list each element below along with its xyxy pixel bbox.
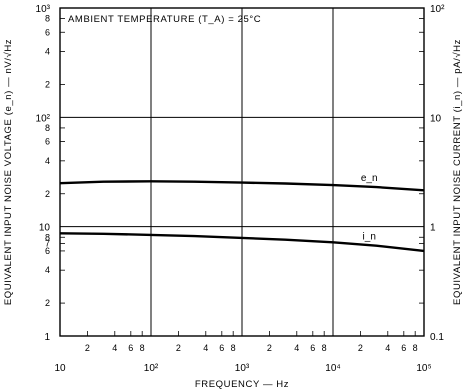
y-axis-label: EQUIVALENT INPUT NOISE VOLTAGE (e_n) — n… [3,39,14,305]
x-minor-tick-label: 4 [294,343,299,353]
x-major-tick-label: 10³ [235,363,250,374]
x-minor-tick-label: 4 [112,343,117,353]
y-major-tick-label: 10² [36,113,51,124]
y-minor-tick-label: 2 [45,189,50,199]
y2-major-tick-label: 10 [430,113,442,124]
x-minor-tick-label: 8 [231,343,236,353]
y-major-tick-label: 10³ [36,4,51,15]
x-major-tick-label: 10 [54,363,66,374]
x-major-tick-label: 10⁴ [325,363,340,374]
x-minor-tick-label: 8 [322,343,327,353]
x-minor-tick-label: 2 [267,343,272,353]
x-minor-tick-label: 8 [413,343,418,353]
y-minor-tick-label: 8 [45,123,50,133]
y-minor-tick-label: 7 [45,239,50,249]
y-minor-tick-label: 6 [45,137,50,147]
plot-frame [59,7,425,337]
grid-lines [60,8,424,336]
y-minor-tick-label: 4 [45,47,50,57]
x-minor-tick-label: 6 [128,343,133,353]
x-major-tick-label: 10⁵ [416,363,431,374]
x-minor-tick-label: 8 [140,343,145,353]
x-minor-tick-label: 2 [176,343,181,353]
y2-major-tick-label: 10² [430,4,445,15]
y-minor-tick-label: 6 [45,27,50,37]
series-lines: e_n i_n [59,173,425,253]
y-minor-tick-label: 4 [45,156,50,166]
x-minor-tick-label: 6 [401,343,406,353]
y2-major-tick-label: 1 [430,223,436,234]
y-major-tick-label: 10 [39,223,51,234]
y-minor-tick-label: 2 [45,79,50,89]
x-minor-tick-label: 6 [310,343,315,353]
y-minor-tick-label: 4 [45,265,50,275]
y-minor-tick-label: 2 [45,298,50,308]
y2-axis-label: EQUIVALENT INPUT NOISE CURRENT (i_n) — p… [452,39,463,305]
x-minor-tick-label: 4 [385,343,390,353]
x-axis-label: FREQUENCY — Hz [195,379,289,390]
series-label-1: i_n [363,232,376,243]
chart-title: AMBIENT TEMPERATURE (T_A) = 25°C [68,14,261,25]
series-line-1 [59,232,425,253]
y-minor-tick-label: 8 [45,232,50,242]
y2-major-tick-label: 0.1 [430,332,444,343]
x-major-tick-label: 10² [144,363,159,374]
series-label-0: e_n [361,173,378,184]
y-major-tick-label: 1 [44,332,50,343]
x-minor-tick-label: 4 [203,343,208,353]
series-line-0 [59,180,425,192]
y-minor-tick-label: 8 [45,14,50,24]
x-minor-tick-label: 2 [85,343,90,353]
x-minor-tick-label: 6 [219,343,224,353]
x-minor-tick-label: 2 [358,343,363,353]
y-minor-tick-label: 6 [45,246,50,256]
